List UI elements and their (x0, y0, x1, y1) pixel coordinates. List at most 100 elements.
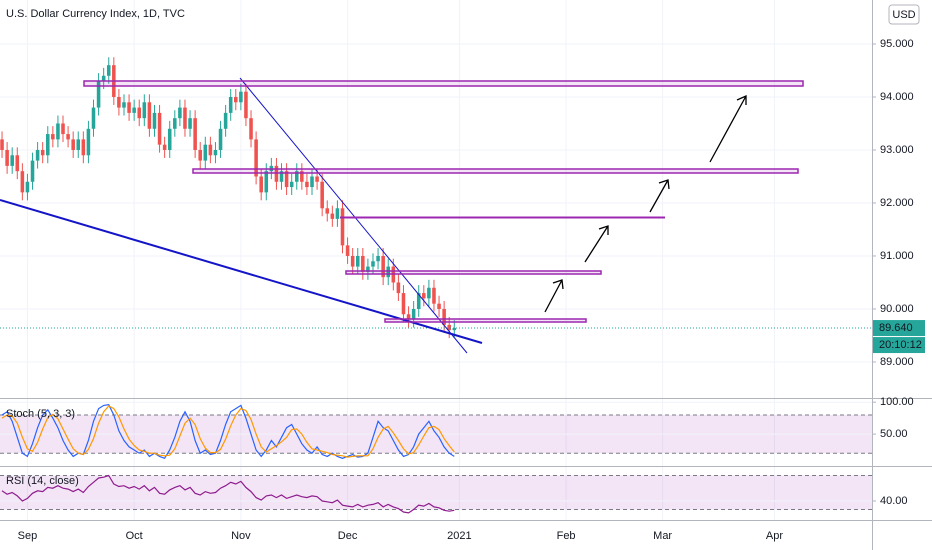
candle-body (35, 149, 40, 161)
candle-body (127, 102, 131, 113)
candle-body (249, 118, 253, 140)
indicator-line (1, 405, 455, 458)
candle-body (284, 171, 289, 188)
candle-body (188, 118, 192, 129)
level-box (83, 80, 804, 87)
y-tick-label: 40.00 (880, 495, 908, 507)
candle-body (330, 213, 335, 219)
candle-body (259, 176, 263, 193)
candle-body (223, 112, 228, 129)
candle-body (437, 303, 441, 309)
y-tick-label: 90.000 (880, 303, 914, 315)
candle-body (355, 255, 360, 267)
candle-body (396, 282, 401, 294)
candle-body (15, 155, 20, 172)
chart-title: U.S. Dollar Currency Index, 1D, TVC (6, 8, 185, 20)
candle-body (300, 171, 304, 182)
candle-body (10, 155, 14, 166)
indicator-title: Stoch (5, 3, 3) (6, 408, 75, 420)
indicator-line (1, 404, 455, 460)
candle-body (208, 144, 213, 156)
candle-body (239, 91, 243, 103)
candle-body (381, 255, 385, 278)
candle-body (162, 144, 167, 150)
candle-body (345, 245, 350, 256)
x-tick-label: 2021 (447, 530, 471, 542)
candle-body (325, 208, 330, 214)
candle-body (173, 118, 177, 129)
candle-body (20, 171, 25, 193)
candle-body (406, 314, 411, 320)
candle-body (411, 308, 416, 320)
candle-body (427, 287, 431, 299)
candle-body (350, 255, 355, 267)
candle-body (432, 287, 436, 304)
candle-body (183, 107, 187, 129)
candle-body (213, 149, 218, 156)
candle-body (305, 181, 309, 188)
arrow (584, 225, 609, 263)
candle-body (157, 112, 162, 145)
candle-body (289, 181, 294, 188)
candle-body (96, 81, 101, 108)
currency[interactable]: USD (892, 9, 915, 21)
candle-body (86, 128, 91, 156)
level-box (345, 270, 602, 275)
candle-body (315, 176, 319, 182)
candle-body (45, 134, 50, 156)
candle-body (361, 255, 365, 272)
candle-body (147, 102, 152, 129)
candle-body (40, 149, 45, 156)
candle-body (386, 266, 391, 278)
trend-line (239, 77, 468, 354)
drawings (0, 77, 804, 354)
candle-body (117, 96, 121, 108)
indicator-title: RSI (14, close) (6, 475, 79, 487)
candle-body (447, 324, 451, 331)
candle-body (0, 139, 4, 150)
y-tick-label: 50.00 (880, 428, 908, 440)
candle-body (376, 255, 380, 262)
y-tick-label: 93.000 (880, 144, 914, 156)
last-price-box (873, 320, 925, 337)
candle-body (228, 96, 233, 113)
axes: Sep Oct Nov Dec 2021 Feb Mar Apr 95.000 94.000 93.… (18, 38, 925, 542)
x-tick-label: Apr (766, 530, 783, 542)
candle-body (401, 293, 406, 315)
x-tick-label: Dec (338, 530, 358, 542)
candle-body (203, 144, 208, 161)
y-tick-label: 92.000 (880, 197, 914, 209)
candle-body (106, 65, 111, 76)
last-price-label: 89.640 (879, 322, 913, 334)
candle-body (340, 208, 345, 246)
arrow (709, 94, 747, 163)
countdown-box (873, 337, 925, 354)
x-tick-label: Nov (231, 530, 251, 542)
candle-body (310, 176, 314, 188)
candle-body (335, 208, 340, 219)
candle-body (56, 123, 60, 140)
candle-body (122, 102, 126, 108)
level-box (384, 318, 587, 323)
panes (0, 0, 872, 520)
y-tick-label: 94.000 (880, 91, 914, 103)
candle-body (61, 123, 65, 135)
candle-body (264, 171, 269, 193)
x-tick-label: Sep (18, 530, 38, 542)
candle-body (366, 266, 370, 272)
currency-box[interactable] (888, 4, 920, 25)
candle-body (371, 261, 375, 267)
candle-body (5, 149, 9, 166)
candle-body (66, 134, 70, 140)
arrows (544, 94, 747, 313)
candle-body (294, 171, 299, 182)
y-tick-label: 95.000 (880, 38, 914, 50)
x-tick-label: Mar (653, 530, 672, 542)
arrow (544, 279, 564, 313)
candle-body (178, 107, 182, 119)
candle-body (132, 107, 136, 113)
candle-body (101, 75, 106, 82)
candle-body (76, 139, 81, 150)
